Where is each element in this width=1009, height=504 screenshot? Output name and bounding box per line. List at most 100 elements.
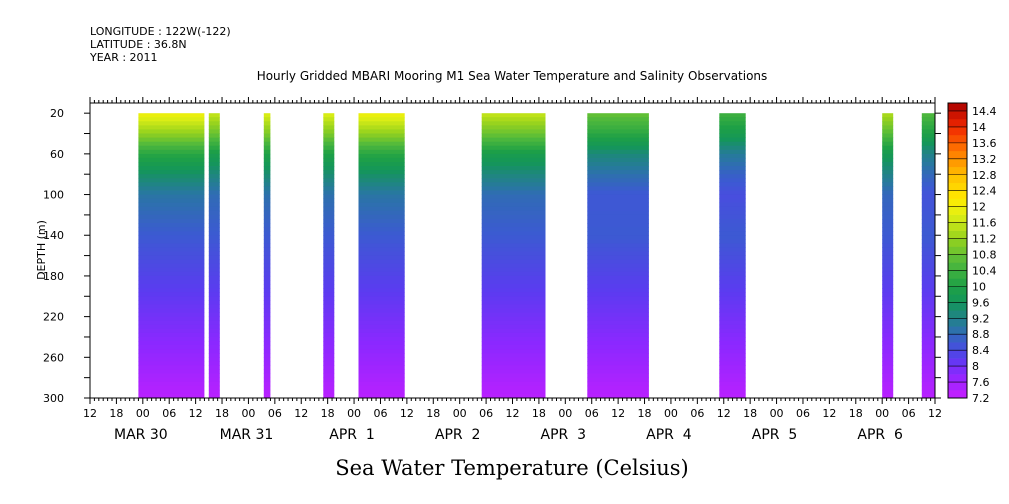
data-cell xyxy=(719,373,746,379)
data-cell xyxy=(358,133,405,138)
data-cell xyxy=(208,243,220,248)
data-cell xyxy=(481,361,546,366)
data-cell xyxy=(263,239,271,244)
data-cell xyxy=(719,263,746,269)
x-tick-label: 12 xyxy=(83,407,97,420)
data-cell xyxy=(358,129,405,134)
data-cell xyxy=(138,263,205,269)
data-cell xyxy=(138,385,205,391)
data-cell xyxy=(323,296,335,301)
data-cell xyxy=(481,373,546,379)
data-cell xyxy=(323,369,335,374)
data-cell xyxy=(719,324,746,330)
data-cell xyxy=(921,275,935,281)
data-cell xyxy=(882,296,894,301)
data-cell xyxy=(719,308,746,313)
data-cell xyxy=(719,320,746,326)
data-cell xyxy=(358,328,405,334)
chart-title: Hourly Gridded MBARI Mooring M1 Sea Wate… xyxy=(257,69,768,83)
data-cell xyxy=(208,357,220,362)
data-cell xyxy=(263,231,271,236)
data-cell xyxy=(208,341,220,346)
data-cell xyxy=(882,162,894,167)
data-cell xyxy=(882,219,894,224)
data-cell xyxy=(263,341,271,346)
y-tick-label: 220 xyxy=(43,311,64,324)
data-cell xyxy=(587,239,649,244)
colorbar: 14.4 14 13.6 13.2 12.8 12.4 12 11.6 11.2 10.8 10.4… xyxy=(947,102,997,405)
data-cell xyxy=(263,308,271,313)
x-tick-label: 00 xyxy=(558,407,572,420)
data-cell xyxy=(263,332,271,338)
data-cell xyxy=(921,393,935,399)
data-cell xyxy=(882,198,894,204)
data-cell xyxy=(719,247,746,252)
data-cell xyxy=(921,145,935,151)
data-cell xyxy=(323,243,335,248)
data-cell xyxy=(138,332,205,338)
data-cell xyxy=(263,157,271,163)
data-cell xyxy=(587,296,649,301)
data-cell xyxy=(323,157,335,163)
data-cell xyxy=(208,324,220,330)
colorbar-label: 12.4 xyxy=(972,185,997,198)
y-tick-label: 260 xyxy=(43,351,64,364)
data-cell xyxy=(208,259,220,265)
year-label: YEAR : 2011 xyxy=(90,51,158,64)
data-cell xyxy=(358,393,405,399)
data-cell xyxy=(719,280,746,285)
data-cell xyxy=(323,393,335,399)
data-cell xyxy=(587,284,649,289)
data-cell xyxy=(719,210,746,216)
data-cell xyxy=(138,251,205,256)
data-cell xyxy=(208,121,220,126)
data-cell xyxy=(323,214,335,220)
data-cell xyxy=(138,389,205,395)
data-cell xyxy=(587,324,649,330)
data-cell xyxy=(587,300,649,305)
data-cell xyxy=(587,231,649,236)
data-cell xyxy=(208,166,220,171)
data-cell xyxy=(587,235,649,240)
data-cell xyxy=(263,174,271,179)
data-cell xyxy=(358,389,405,395)
data-cell xyxy=(263,202,271,208)
data-cell xyxy=(138,202,205,208)
data-cell xyxy=(358,137,405,143)
data-cell xyxy=(323,373,335,379)
data-cell xyxy=(138,194,205,200)
data-cell xyxy=(481,125,546,130)
x-tick-label: 00 xyxy=(347,407,361,420)
data-cell xyxy=(138,300,205,305)
data-cell xyxy=(358,125,405,130)
data-cell xyxy=(882,214,894,220)
data-cell xyxy=(882,223,894,228)
data-cell xyxy=(323,259,335,265)
data-cell xyxy=(263,113,271,118)
data-cell xyxy=(263,206,271,212)
data-cell xyxy=(719,190,746,195)
data-cell xyxy=(719,251,746,256)
data-cell xyxy=(208,223,220,228)
data-cell xyxy=(138,210,205,216)
data-cell xyxy=(323,129,335,134)
x-tick-label: 18 xyxy=(638,407,652,420)
data-cell xyxy=(208,157,220,163)
data-cell xyxy=(263,349,271,354)
data-cell xyxy=(481,304,546,309)
data-cell xyxy=(481,210,546,216)
data-cell xyxy=(882,190,894,195)
data-cell xyxy=(358,202,405,208)
data-cell xyxy=(263,377,271,383)
data-cell xyxy=(882,243,894,248)
data-segment xyxy=(323,113,335,399)
data-cell xyxy=(719,157,746,163)
data-cell xyxy=(921,113,935,118)
data-cell xyxy=(481,162,546,167)
data-cell xyxy=(358,149,405,155)
data-cell xyxy=(481,194,546,200)
data-segment xyxy=(138,113,205,399)
data-cell xyxy=(587,198,649,204)
colorbar-label: 11.6 xyxy=(972,217,997,230)
x-day-label: APR 6 xyxy=(857,427,903,443)
